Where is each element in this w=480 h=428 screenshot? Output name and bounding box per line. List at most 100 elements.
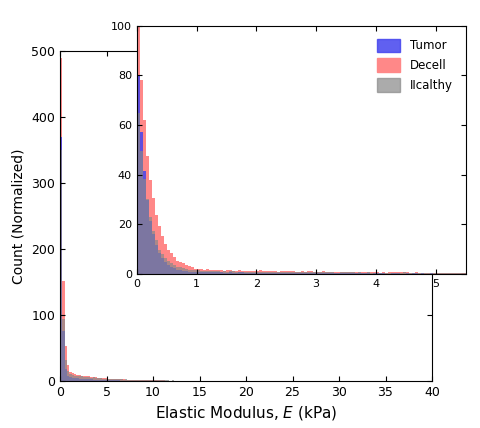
Bar	[346, 272, 349, 274]
Bar	[432, 273, 436, 274]
Bar	[203, 270, 205, 274]
Bar	[316, 272, 319, 274]
Bar	[208, 271, 212, 274]
Bar	[274, 272, 277, 274]
Bar	[355, 273, 358, 274]
Bar	[259, 273, 263, 274]
Bar	[97, 378, 99, 381]
Bar	[229, 270, 232, 274]
Bar	[176, 261, 179, 274]
Bar	[268, 271, 271, 274]
Bar	[421, 273, 424, 274]
Bar	[394, 273, 397, 274]
Bar	[295, 271, 298, 274]
Bar	[179, 262, 181, 274]
Bar	[67, 365, 69, 381]
Bar	[424, 273, 427, 274]
Bar	[367, 273, 370, 274]
Bar	[197, 272, 200, 274]
Bar	[382, 273, 385, 274]
Bar	[337, 272, 340, 274]
Bar	[259, 270, 263, 274]
Bar	[439, 273, 442, 274]
Bar	[444, 273, 448, 274]
Bar	[334, 272, 337, 274]
Bar	[274, 271, 277, 274]
Bar	[176, 270, 179, 274]
Bar	[385, 273, 388, 274]
Bar	[239, 270, 241, 274]
Bar	[337, 273, 340, 274]
Bar	[343, 273, 346, 274]
Bar	[391, 273, 394, 274]
Bar	[161, 258, 164, 274]
Bar	[227, 271, 229, 274]
Bar	[456, 273, 460, 274]
Bar	[412, 273, 415, 274]
Bar	[403, 272, 406, 274]
Bar	[403, 272, 406, 274]
Bar	[67, 371, 69, 381]
Bar	[259, 272, 263, 274]
Bar	[325, 272, 328, 274]
Bar	[361, 273, 364, 274]
Bar	[158, 226, 161, 274]
Bar	[72, 378, 74, 381]
Bar	[140, 151, 143, 274]
Bar	[162, 380, 165, 381]
Bar	[292, 273, 295, 274]
Bar	[88, 377, 90, 381]
Bar	[107, 380, 109, 381]
Bar	[328, 272, 331, 274]
Bar	[367, 272, 370, 274]
Bar	[376, 273, 379, 274]
Bar	[253, 273, 256, 274]
Bar	[217, 273, 220, 274]
Bar	[271, 272, 274, 274]
Bar	[280, 273, 283, 274]
Bar	[251, 273, 253, 274]
Bar	[253, 271, 256, 274]
Bar	[325, 273, 328, 274]
Bar	[148, 380, 151, 381]
Bar	[67, 376, 69, 381]
Bar	[76, 376, 79, 381]
Bar	[99, 380, 102, 381]
Bar	[109, 379, 111, 381]
Bar	[415, 272, 418, 274]
Bar	[143, 179, 146, 274]
Bar	[85, 377, 88, 381]
Bar	[364, 273, 367, 274]
Bar	[277, 272, 280, 274]
Bar	[205, 272, 208, 274]
Y-axis label: Count (Normalized): Count (Normalized)	[12, 149, 25, 284]
Bar	[349, 273, 352, 274]
Bar	[120, 379, 123, 381]
Bar	[167, 261, 169, 274]
Bar	[127, 380, 130, 381]
Bar	[460, 273, 463, 274]
Bar	[139, 380, 142, 381]
Bar	[241, 272, 244, 274]
Bar	[72, 373, 74, 381]
Bar	[304, 273, 307, 274]
Bar	[109, 379, 111, 381]
Bar	[224, 270, 227, 274]
Bar	[334, 273, 337, 274]
Bar	[367, 273, 370, 274]
Bar	[193, 272, 197, 274]
Bar	[349, 272, 352, 274]
Bar	[104, 380, 107, 381]
Bar	[93, 377, 95, 381]
Bar	[385, 273, 388, 274]
Bar	[188, 270, 191, 274]
Bar	[448, 273, 451, 274]
Bar	[217, 270, 220, 274]
Bar	[394, 272, 397, 274]
Bar	[316, 273, 319, 274]
Bar	[352, 273, 355, 274]
Bar	[83, 377, 85, 381]
Bar	[161, 236, 164, 274]
Bar	[229, 272, 232, 274]
Bar	[139, 380, 142, 381]
